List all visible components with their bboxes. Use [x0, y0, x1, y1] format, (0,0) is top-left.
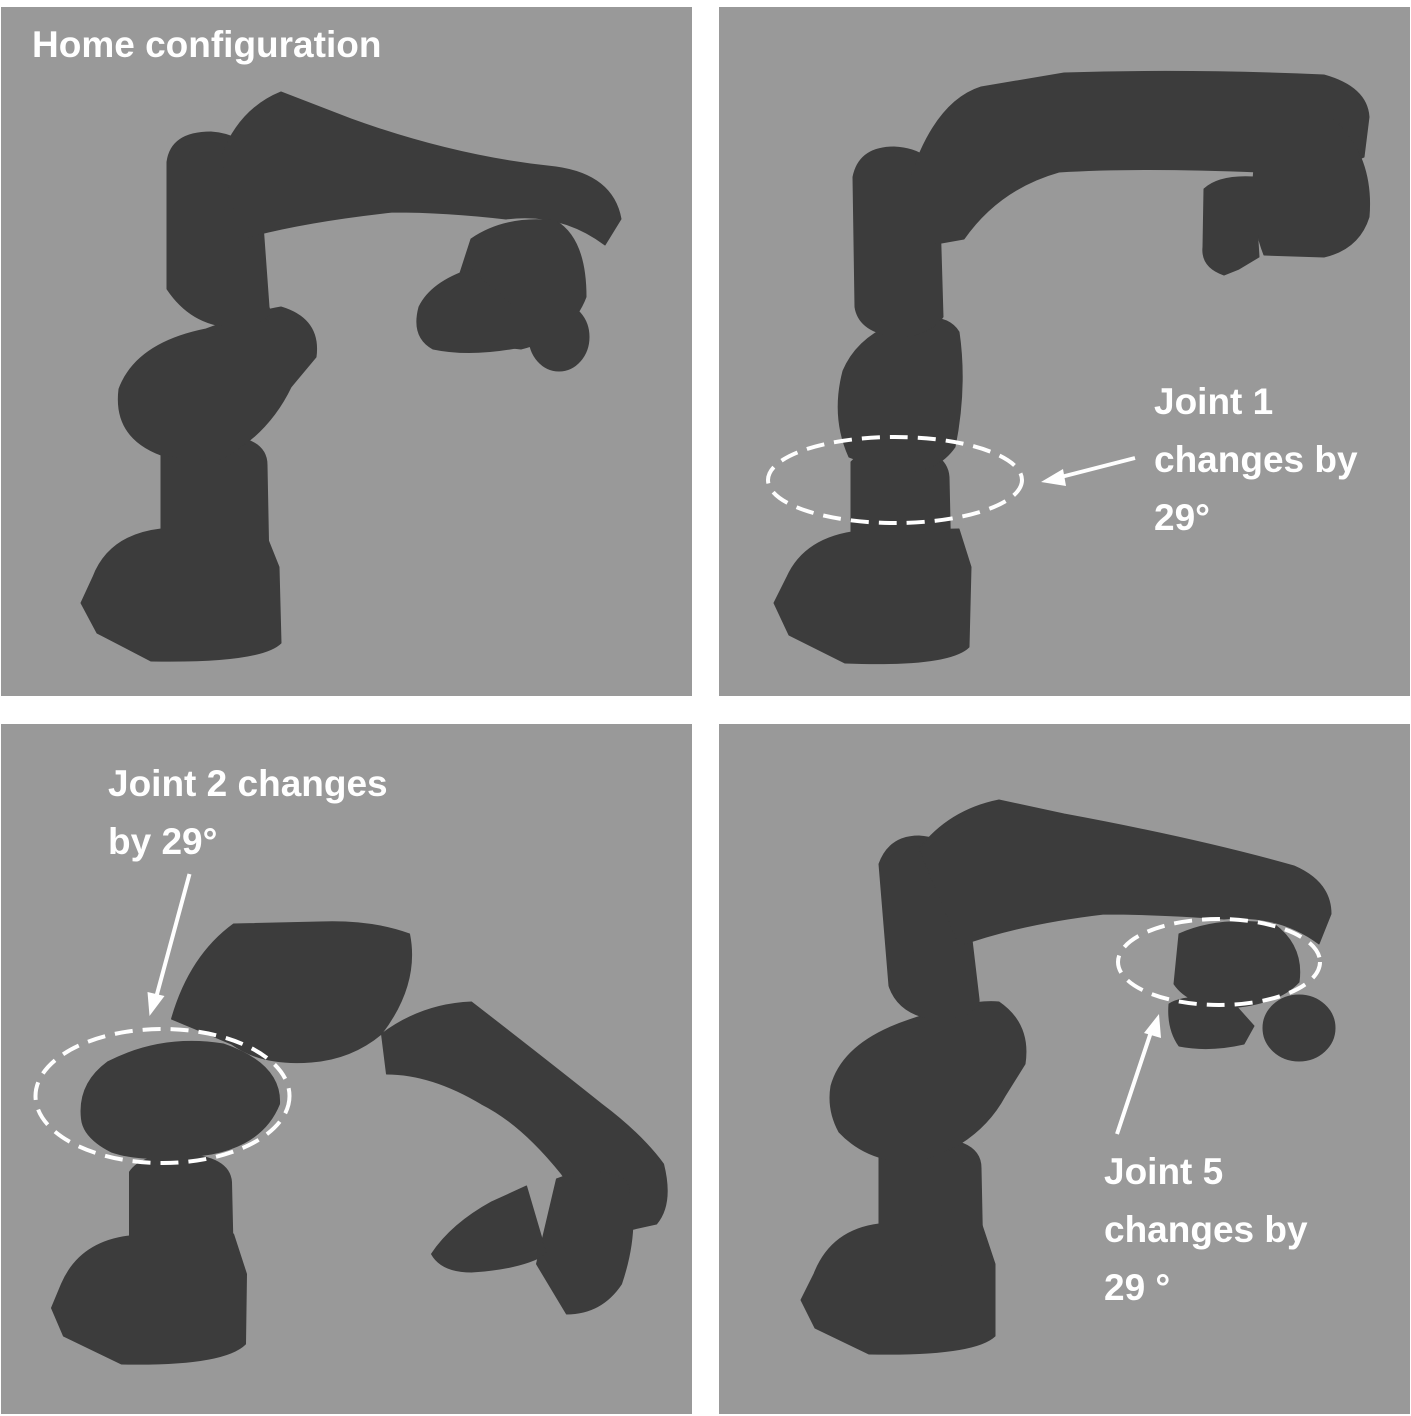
- robot-gripper: [416, 268, 522, 354]
- joint-2-arrow-head: [147, 992, 165, 1016]
- robot-gripper: [1202, 176, 1260, 276]
- joint-1-annotation: [766, 435, 1136, 525]
- robot-link-4: [220, 91, 622, 246]
- joint-5-arrow-head: [1144, 1014, 1161, 1038]
- robot-link-2: [80, 1040, 281, 1160]
- robot-arm-home: [80, 91, 622, 662]
- joint-1-arrow-line: [1060, 456, 1136, 479]
- panel-joint-2: Joint 2 changes by 29°: [1, 724, 692, 1414]
- joint-5-highlight-ellipse: [1116, 917, 1322, 1007]
- joint-1-highlight-ellipse: [766, 435, 1024, 525]
- robot-flange: [1262, 994, 1336, 1062]
- robot-link-2: [829, 1001, 1027, 1163]
- robot-arm-joint-1: [773, 70, 1371, 665]
- robot-gripper: [431, 1185, 547, 1273]
- joint-2-highlight-ellipse: [33, 1027, 292, 1165]
- robot-flange: [528, 302, 590, 372]
- joint-2-annotation: [33, 873, 292, 1165]
- panel-joint-1: Joint 1 changes by 29°: [719, 7, 1410, 696]
- robot-link-2: [117, 306, 318, 463]
- robot-arm-joint-5: [800, 799, 1336, 1355]
- robot-link-4: [918, 799, 1332, 947]
- robot-gripper: [1168, 996, 1255, 1050]
- caption-joint-2: Joint 2 changes by 29°: [108, 763, 388, 862]
- robot-link-2: [837, 316, 963, 474]
- joint-5-arrow-line: [1115, 1031, 1153, 1135]
- robot-link-3: [171, 921, 413, 1064]
- joint-5-annotation: [1115, 917, 1322, 1135]
- caption-joint-5: Joint 5 changes by 29 °: [1104, 1151, 1308, 1308]
- panel-home-configuration: Home configuration: [1, 7, 692, 696]
- joint-1-arrow-head: [1041, 469, 1066, 486]
- robot-link-4: [908, 70, 1370, 248]
- caption-home-configuration: Home configuration: [32, 24, 382, 65]
- joint-2-arrow-line: [154, 873, 192, 997]
- robot-wrist: [536, 1171, 634, 1315]
- caption-joint-1: Joint 1 changes by 29°: [1154, 381, 1358, 538]
- robot-arm-joint-2: [51, 921, 668, 1365]
- panel-joint-5: Joint 5 changes by 29 °: [719, 724, 1410, 1414]
